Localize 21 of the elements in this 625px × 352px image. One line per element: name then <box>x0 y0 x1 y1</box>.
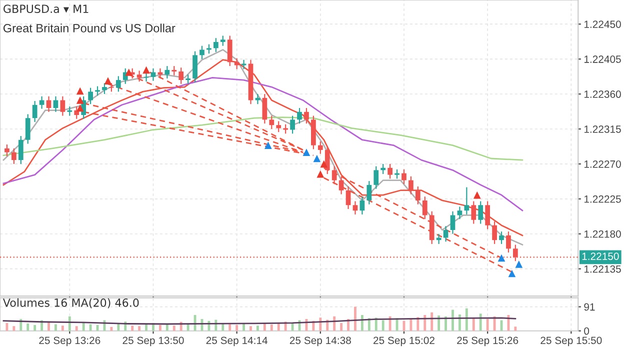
x-tick-label: 25 Sep 13:50 <box>122 336 184 346</box>
x-tick-label: 25 Sep 13:26 <box>39 336 100 346</box>
y-tick-label: 0 <box>584 327 590 335</box>
x-tick-label: 25 Sep 14:14 <box>206 336 268 346</box>
x-tick-label: 25 Sep 14:38 <box>290 336 351 346</box>
y-tick-label: 91 <box>584 303 595 311</box>
y-tick-label: 1.22405 <box>584 56 621 63</box>
x-tick-label: 25 Sep 15:26 <box>457 336 518 346</box>
y-tick-label: 1.22315 <box>584 125 621 133</box>
x-tick-label: 25 Sep 15:50 <box>540 336 602 346</box>
chart-title: GBPUSD.a ▾ M1 <box>4 4 88 14</box>
y-tick-label: 1.22270 <box>584 160 621 168</box>
text: Great Britain Pound vs US Dollar <box>3 24 176 32</box>
y-tick-label: 1.22225 <box>584 195 621 203</box>
y-tick-label: 1.22450 <box>584 20 621 28</box>
y-tick-label: 1.22135 <box>584 265 621 273</box>
ref-line-label: 1.22150 <box>582 252 619 260</box>
y-tick-label: 1.22180 <box>584 230 621 238</box>
x-tick-label: 25 Sep 15:02 <box>374 336 434 346</box>
chart-title: Volumes 16 MA(20) 46.0 <box>2 298 139 308</box>
y-tick-label: 1.22360 <box>584 90 621 98</box>
